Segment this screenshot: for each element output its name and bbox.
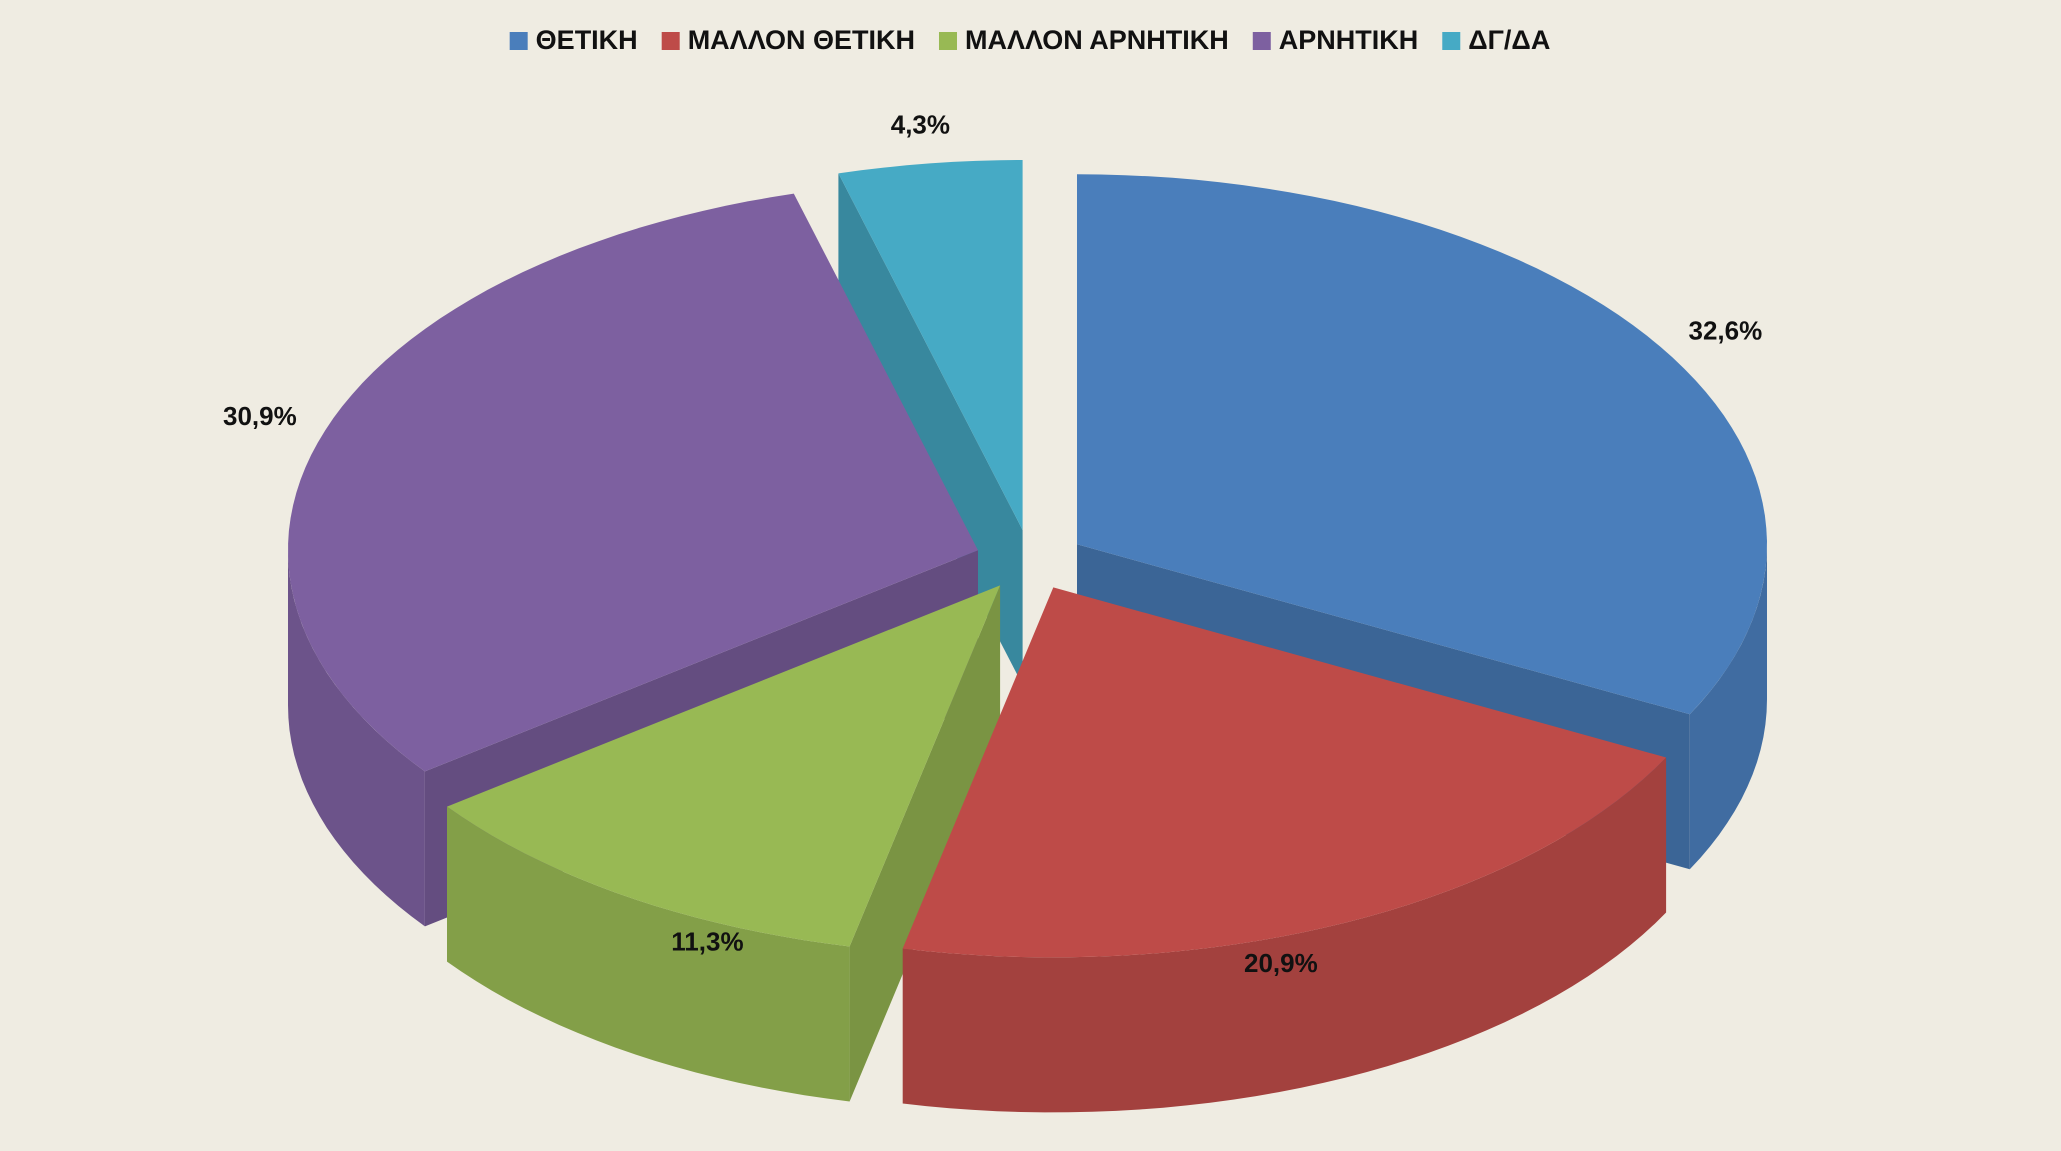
slice-wall <box>902 757 1667 1113</box>
slice-wall <box>1689 544 1767 870</box>
slice-top <box>902 587 1667 958</box>
data-label: 20,9% <box>1244 948 1318 978</box>
slice <box>902 587 1667 1113</box>
data-label: 32,6% <box>1689 316 1763 346</box>
legend-label: ΜΑΛΛΟΝ ΑΡΝΗΤΙΚΗ <box>965 25 1229 55</box>
slice-top <box>1077 174 1767 715</box>
slice-top <box>447 585 1001 947</box>
slice-wall <box>288 550 425 927</box>
slice-top <box>288 193 979 772</box>
legend-label: ΔΓ/ΔΑ <box>1468 25 1550 55</box>
legend-label: ΑΡΝΗΤΙΚΗ <box>1279 25 1419 55</box>
legend: ΘΕΤΙΚΗ ΜΑΛΛΟΝ ΘΕΤΙΚΗ ΜΑΛΛΟΝ ΑΡΝΗΤΙΚΗ ΑΡΝΗΤΙ… <box>509 25 1550 55</box>
data-label: 4,3% <box>891 110 950 140</box>
slice-side <box>849 585 1001 1102</box>
legend-label: ΜΑΛΛΟΝ ΘΕΤΙΚΗ <box>688 25 915 55</box>
data-label: 30,9% <box>223 401 297 431</box>
legend-swatch <box>938 32 957 50</box>
legend-swatch <box>509 32 528 50</box>
legend-label: ΘΕΤΙΚΗ <box>536 25 638 55</box>
slice-top <box>838 160 1023 530</box>
legend-swatch <box>661 32 680 50</box>
slice <box>447 585 1001 1102</box>
data-label: 11,3% <box>671 927 743 957</box>
legend-swatch <box>1252 32 1271 50</box>
slice-wall <box>447 806 850 1102</box>
legend-swatch <box>1442 32 1461 50</box>
